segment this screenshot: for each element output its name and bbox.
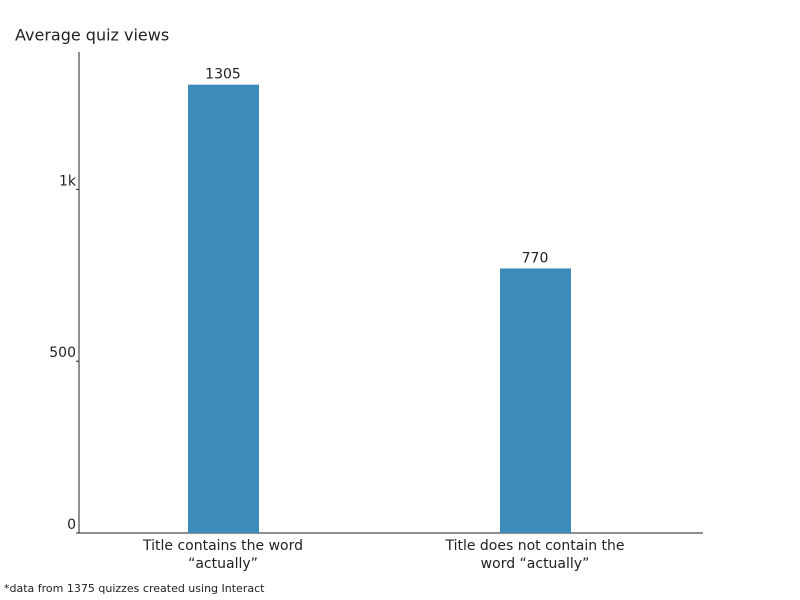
y-axis-title: Average quiz views bbox=[15, 26, 169, 45]
value-label: 1305 bbox=[205, 67, 241, 83]
y-tick-label: 500 bbox=[49, 345, 76, 361]
value-label: 770 bbox=[522, 250, 549, 266]
y-tick-label: 0 bbox=[67, 517, 76, 533]
bar bbox=[188, 84, 259, 533]
footnote: *data from 1375 quizzes created using In… bbox=[4, 582, 265, 595]
bar bbox=[500, 268, 571, 533]
x-tick-label: Title does not contain the word “actuall… bbox=[445, 538, 625, 572]
y-tick-label: 1k bbox=[59, 173, 77, 189]
x-tick-label: Title contains the word “actually” bbox=[142, 538, 303, 572]
